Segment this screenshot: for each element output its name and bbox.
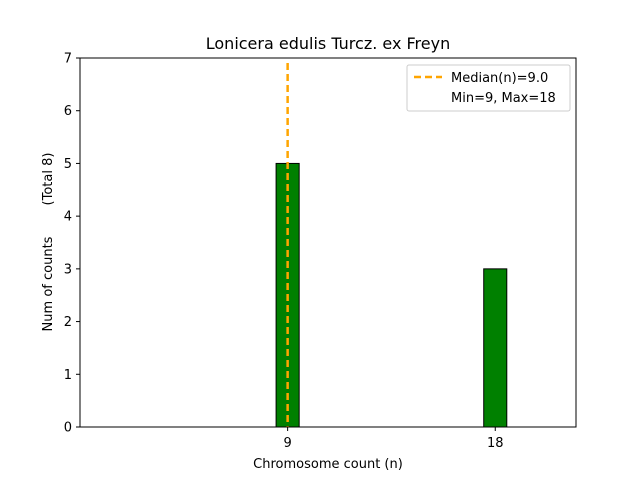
x-tick-label-9: 9 — [283, 436, 291, 451]
bar-18 — [483, 268, 508, 428]
plot-frame — [79, 57, 577, 428]
bars-group — [275, 162, 508, 428]
x-tick-label-18: 18 — [487, 436, 504, 451]
x-axis-ticks: 9 18 — [283, 427, 504, 451]
y-tick-label-0: 0 — [64, 421, 72, 436]
y-tick-label-4: 4 — [64, 210, 72, 225]
y-tick-label-7: 7 — [64, 52, 72, 67]
legend-range-label: Min=9, Max=18 — [451, 91, 556, 106]
y-axis-ticks: 0 1 2 3 4 5 6 7 — [64, 52, 80, 436]
legend-box — [406, 64, 571, 112]
legend: Median(n)=9.0 Min=9, Max=18 — [406, 64, 571, 112]
x-axis-label: Chromosome count (n) — [253, 457, 403, 472]
y-tick-label-1: 1 — [64, 368, 72, 383]
y-axis-total-label: (Total 8) — [41, 153, 56, 206]
y-tick-label-2: 2 — [64, 315, 72, 330]
chart-title: Lonicera edulis Turcz. ex Freyn — [206, 34, 450, 53]
legend-median-label: Median(n)=9.0 — [451, 71, 548, 86]
y-tick-label-3: 3 — [64, 262, 72, 277]
y-tick-label-5: 5 — [64, 157, 72, 172]
y-axis-label: Num of counts — [41, 236, 56, 331]
y-tick-label-6: 6 — [64, 104, 72, 119]
